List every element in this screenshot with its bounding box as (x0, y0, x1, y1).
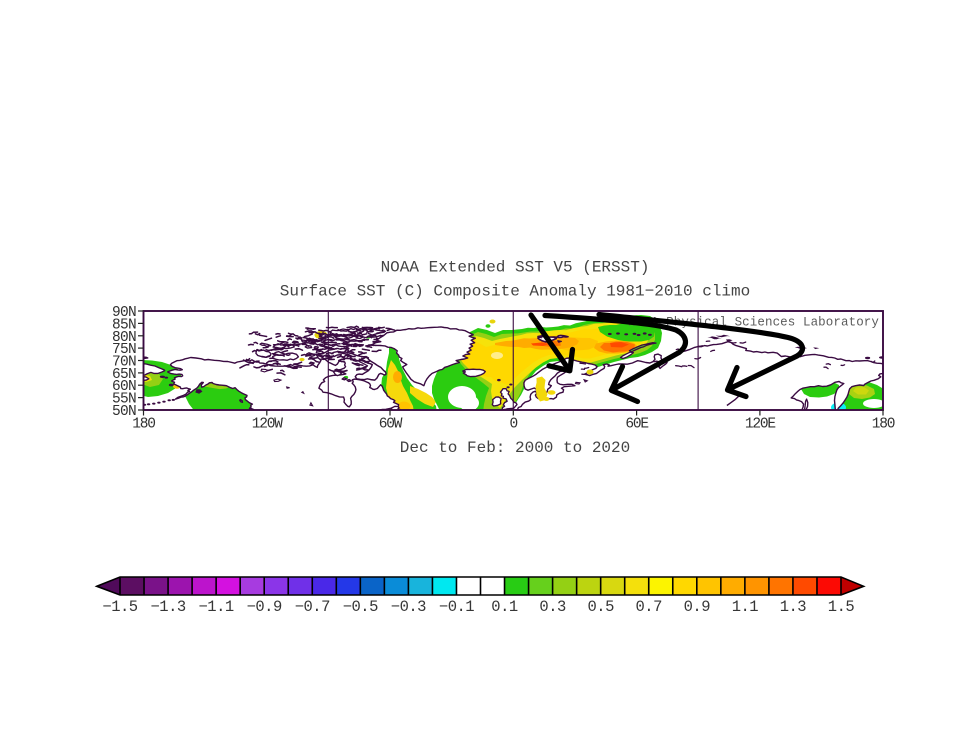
svg-text:120E: 120E (745, 417, 776, 433)
svg-text:−0.5: −0.5 (343, 598, 378, 616)
svg-text:75N: 75N (112, 342, 136, 358)
svg-text:−1.5: −1.5 (102, 598, 137, 616)
svg-text:0.1: 0.1 (491, 598, 518, 616)
svg-text:−0.7: −0.7 (295, 598, 330, 616)
svg-text:180: 180 (872, 417, 895, 433)
svg-text:0.3: 0.3 (539, 598, 566, 616)
svg-text:−0.1: −0.1 (439, 598, 474, 616)
svg-text:−1.3: −1.3 (150, 598, 185, 616)
svg-text:−0.9: −0.9 (247, 598, 282, 616)
svg-text:90N: 90N (112, 305, 136, 321)
svg-text:60W: 60W (379, 417, 403, 433)
svg-text:120W: 120W (252, 417, 284, 433)
svg-text:NOAA Extended SST V5 (ERSST): NOAA Extended SST V5 (ERSST) (381, 259, 650, 277)
svg-text:0: 0 (510, 417, 518, 433)
svg-text:80N: 80N (112, 330, 136, 346)
svg-text:55N: 55N (112, 392, 136, 408)
svg-text:180: 180 (132, 417, 155, 433)
svg-text:60N: 60N (112, 379, 136, 395)
svg-text:0.9: 0.9 (684, 598, 711, 616)
svg-text:85N: 85N (112, 317, 136, 333)
svg-text:Dec to Feb: 2000 to 2020: Dec to Feb: 2000 to 2020 (400, 439, 630, 457)
svg-text:0.7: 0.7 (635, 598, 662, 616)
svg-text:65N: 65N (112, 367, 136, 383)
svg-text:Surface SST (C) Composite Anom: Surface SST (C) Composite Anomaly 1981−2… (280, 283, 750, 301)
svg-text:70N: 70N (112, 355, 136, 371)
svg-text:1.5: 1.5 (828, 598, 855, 616)
svg-text:1.3: 1.3 (780, 598, 807, 616)
svg-text:60E: 60E (625, 417, 648, 433)
svg-text:0.5: 0.5 (587, 598, 614, 616)
svg-text:−0.3: −0.3 (391, 598, 426, 616)
svg-text:−1.1: −1.1 (198, 598, 233, 616)
svg-text:1.1: 1.1 (732, 598, 759, 616)
svg-text:50N: 50N (112, 404, 136, 420)
